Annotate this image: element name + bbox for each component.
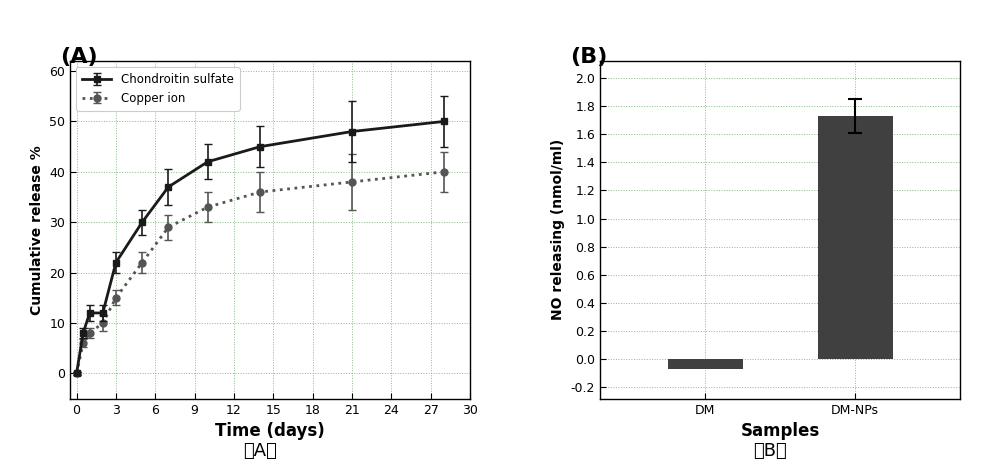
Bar	[818, 116, 893, 359]
X-axis label: Samples: Samples	[740, 422, 820, 440]
Y-axis label: NO releasing (nmol/ml): NO releasing (nmol/ml)	[551, 139, 565, 320]
Text: （B）: （B）	[753, 442, 787, 460]
Y-axis label: Cumulative release %: Cumulative release %	[30, 145, 44, 315]
Legend: Chondroitin sulfate, Copper ion: Chondroitin sulfate, Copper ion	[76, 67, 240, 111]
Bar	[668, 359, 742, 369]
Text: (A): (A)	[60, 47, 98, 67]
Text: (B): (B)	[570, 47, 607, 67]
X-axis label: Time (days): Time (days)	[215, 422, 325, 440]
Text: （A）: （A）	[243, 442, 277, 460]
